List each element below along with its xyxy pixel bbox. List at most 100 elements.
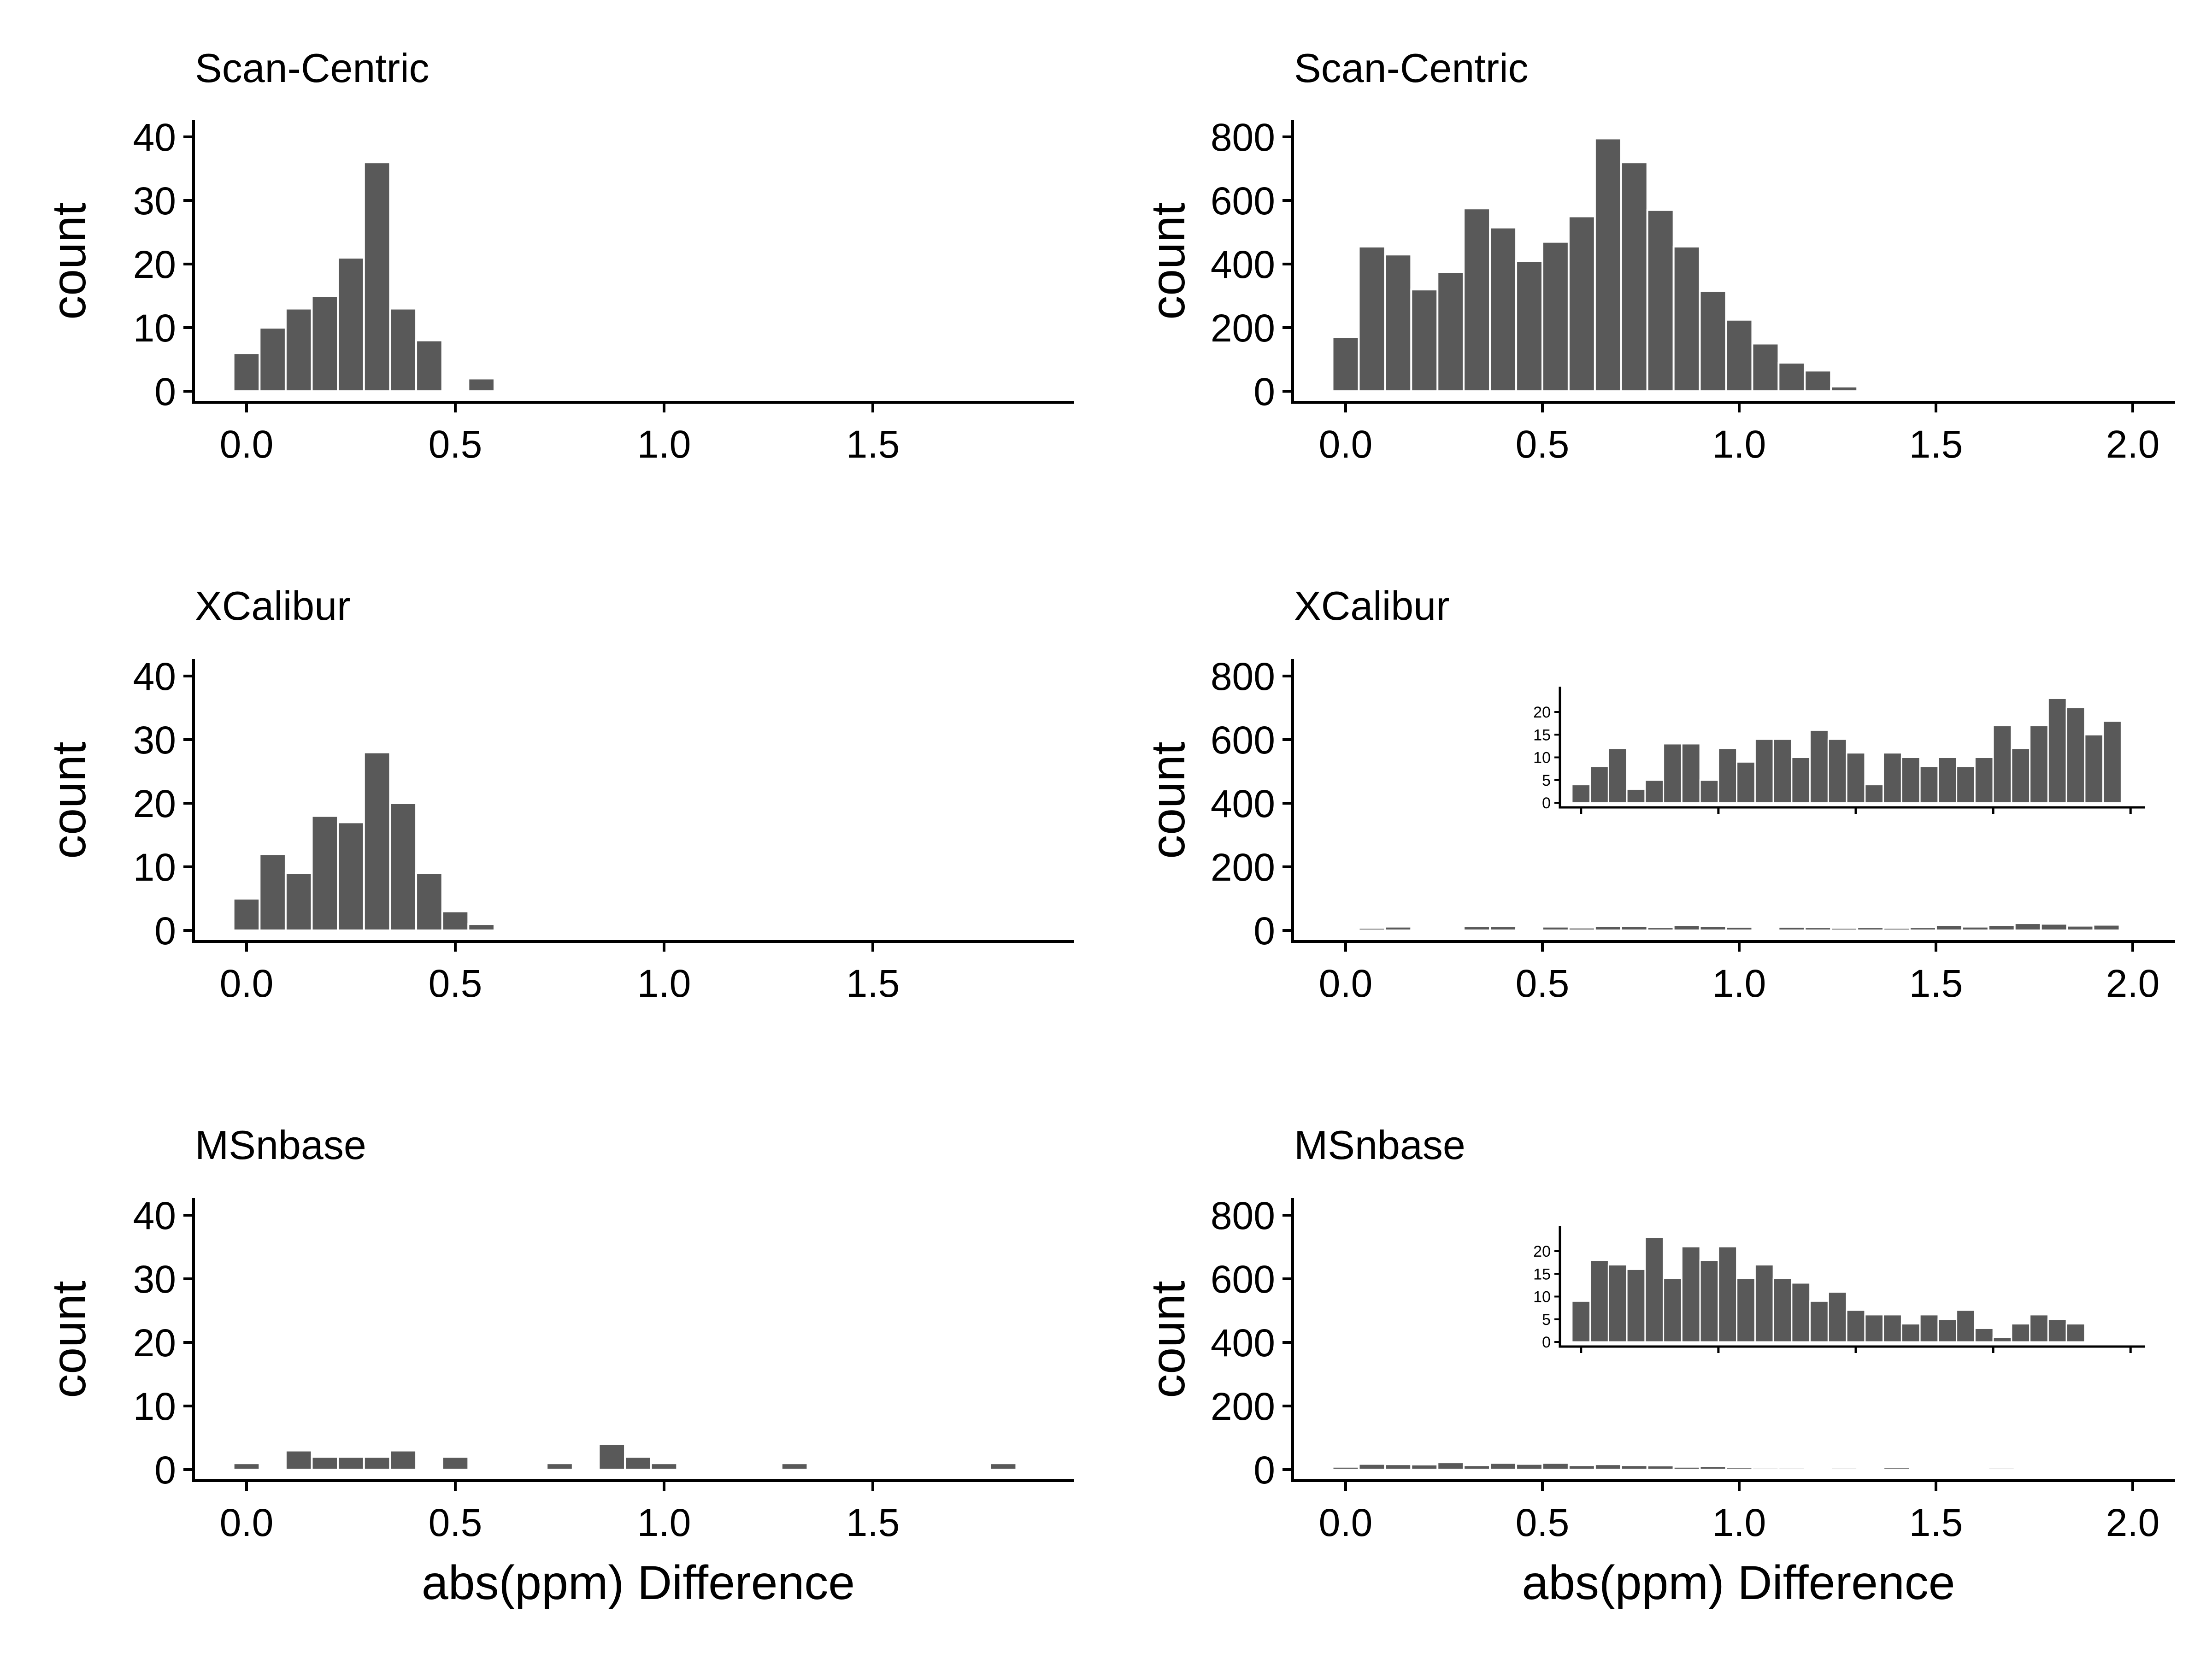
axis-lines: [1291, 1198, 2175, 1482]
histogram-bar: [337, 821, 365, 932]
histogram-bar: [1331, 928, 1360, 932]
histogram-bar: [1567, 215, 1596, 392]
x-tick-label: 1.5: [846, 962, 900, 1005]
y-tick-label: 40: [133, 655, 176, 698]
inset-y-tick-label: 20: [1533, 1243, 1551, 1260]
histogram-bar: [1672, 1465, 1701, 1471]
histogram-bar: [1358, 1463, 1386, 1471]
histogram-bar: [1751, 928, 1780, 932]
histogram-bar: [1515, 260, 1544, 392]
histogram-bar: [232, 1462, 261, 1471]
x-tick-label: 1.0: [1712, 423, 1766, 466]
histogram-bar: [1804, 1467, 1832, 1471]
inset-bar: [1937, 1318, 1958, 1343]
inset-bar: [1736, 1277, 1756, 1343]
histogram-bar: [1410, 288, 1439, 393]
inset-histogram: 0 5 10 15 20: [1533, 1226, 2145, 1353]
x-tick-label: 0.5: [1516, 423, 1570, 466]
x-tick-label: 0.0: [1319, 1501, 1373, 1544]
histogram-bar: [1384, 925, 1412, 931]
axis-lines: [192, 659, 1074, 943]
y-tick-label: 0: [1253, 370, 1275, 413]
histogram-bar: [1384, 1463, 1412, 1471]
inset-bar: [1718, 1246, 1738, 1343]
inset-bar: [1589, 1259, 1609, 1343]
histogram-bar: [1699, 925, 1727, 931]
x-tick-label: 1.0: [1712, 1501, 1766, 1544]
histogram-bar: [1830, 1466, 1859, 1471]
inset-bar: [1607, 747, 1628, 804]
y-tick-label: 200: [1211, 306, 1275, 350]
histogram-bar: [1725, 926, 1753, 932]
histogram-bar: [363, 1456, 391, 1471]
y-tick-label: 30: [133, 179, 176, 223]
inset-bar: [2102, 720, 2122, 804]
inset-bar: [2047, 1318, 2067, 1343]
y-axis-label: count: [42, 1281, 96, 1398]
histogram-bar: [1410, 928, 1439, 932]
histogram-bar: [337, 1456, 365, 1471]
inset-bar: [1864, 1314, 1884, 1343]
histogram-bar: [1646, 926, 1675, 931]
y-tick-label: 400: [1211, 1321, 1275, 1365]
histogram-bar: [284, 1449, 313, 1471]
histogram-bar: [363, 161, 391, 392]
y-axis-label: count: [42, 741, 96, 859]
inset-bar: [1883, 752, 1902, 804]
histogram-bar: [1699, 290, 1727, 393]
y-tick-label: 800: [1211, 1194, 1275, 1237]
histogram-bar: [1987, 1466, 2016, 1471]
histogram-bar: [1358, 246, 1386, 392]
histogram-bar: [1489, 226, 1518, 392]
x-tick-label: 0.5: [429, 423, 482, 466]
histogram-bar: [1777, 926, 1806, 932]
inset-bar: [1846, 1309, 1866, 1343]
x-tick-label: 0.5: [1516, 1501, 1570, 1544]
y-tick-label: 10: [133, 846, 176, 889]
histogram-bar: [284, 872, 313, 932]
histogram-bar: [1751, 342, 1780, 392]
inset-bar: [1571, 784, 1591, 804]
x-tick-label: 1.5: [1909, 1501, 1963, 1544]
panel-title: MSnbase: [1294, 1122, 1465, 1168]
y-tick-label: 30: [133, 718, 176, 762]
histogram-bar: [1777, 361, 1806, 393]
inset-y-tick-label: 15: [1533, 1265, 1551, 1283]
y-tick-label: 400: [1211, 243, 1275, 286]
histogram-bar: [1856, 926, 1885, 931]
inset-bar: [1827, 738, 1847, 804]
inset-bar: [2011, 1323, 2031, 1343]
histogram-bar: [1909, 926, 1937, 931]
histogram-bar: [598, 1443, 626, 1471]
inset-bar: [1974, 757, 1994, 804]
inset-bar: [1571, 1300, 1591, 1343]
y-tick-label: 800: [1211, 116, 1275, 159]
inset-bar: [1791, 757, 1811, 804]
histogram-bar: [311, 815, 339, 931]
inset-bar: [1919, 1314, 1939, 1343]
histogram-bar: [1489, 1462, 1518, 1471]
inset-y-tick-label: 5: [1542, 1311, 1551, 1329]
inset-bar: [1937, 757, 1958, 804]
x-tick-label: 0.5: [429, 962, 482, 1005]
panel-title: Scan-Centric: [1294, 45, 1529, 91]
inset-bar: [1864, 784, 1884, 804]
histogram-bar: [1961, 1467, 1989, 1471]
inset-bar: [2011, 747, 2031, 804]
histogram-bar: [389, 1449, 418, 1471]
inset-bar: [1607, 1264, 1628, 1343]
histogram-bar: [1672, 246, 1701, 392]
inset-bar: [1754, 738, 1774, 804]
x-tick-label: 2.0: [2106, 962, 2160, 1005]
inset-bar: [1900, 1323, 1921, 1343]
inset-bar: [2047, 697, 2067, 804]
histogram-bar: [1436, 271, 1465, 392]
histogram-bar: [1463, 207, 1491, 392]
inset-axis-lines: [1559, 687, 2145, 809]
y-tick-label: 600: [1211, 179, 1275, 223]
y-axis-label: count: [1141, 202, 1195, 320]
histogram-bar: [1830, 385, 1859, 393]
histogram-bar: [1594, 1463, 1622, 1471]
x-tick-label: 1.0: [637, 962, 691, 1005]
